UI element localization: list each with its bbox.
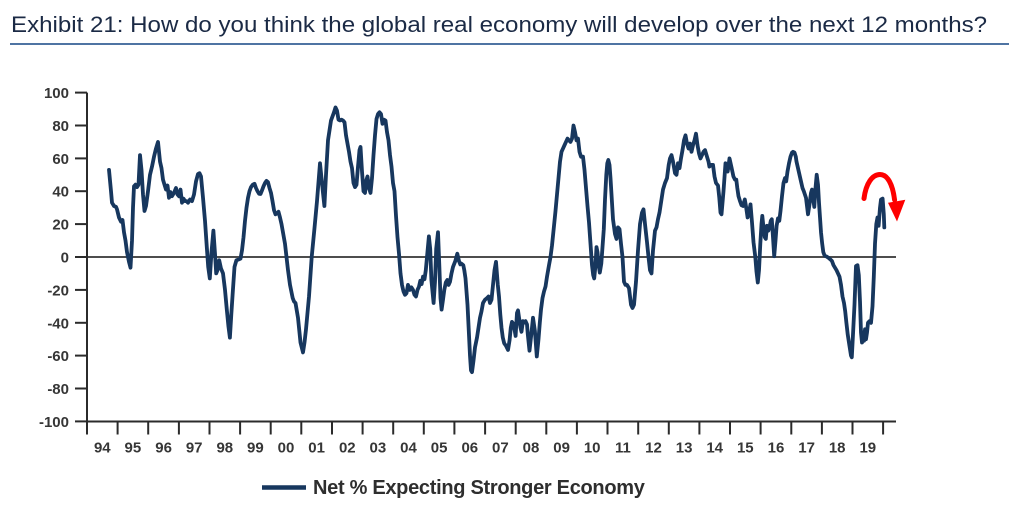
svg-text:94: 94 [94, 440, 111, 457]
svg-text:12: 12 [645, 440, 662, 457]
svg-text:80: 80 [52, 118, 69, 135]
svg-text:-20: -20 [47, 282, 69, 299]
svg-text:18: 18 [829, 440, 846, 457]
svg-text:01: 01 [308, 440, 325, 457]
svg-text:-40: -40 [47, 315, 69, 332]
svg-text:98: 98 [216, 440, 233, 457]
svg-text:Net % Expecting Stronger Econo: Net % Expecting Stronger Economy [313, 477, 646, 499]
svg-text:60: 60 [52, 151, 69, 168]
svg-text:07: 07 [492, 440, 509, 457]
svg-text:-60: -60 [47, 348, 69, 365]
svg-text:16: 16 [768, 440, 785, 457]
svg-text:-100: -100 [39, 414, 69, 431]
svg-text:20: 20 [52, 217, 69, 234]
svg-text:19: 19 [859, 440, 876, 457]
svg-text:100: 100 [44, 85, 69, 102]
svg-text:17: 17 [798, 440, 815, 457]
svg-text:99: 99 [247, 440, 264, 457]
svg-text:15: 15 [737, 440, 754, 457]
svg-text:05: 05 [431, 440, 448, 457]
svg-text:11: 11 [615, 440, 631, 457]
svg-text:04: 04 [400, 440, 417, 457]
svg-text:96: 96 [155, 440, 172, 457]
svg-text:40: 40 [52, 184, 69, 201]
svg-text:10: 10 [584, 440, 601, 457]
svg-text:02: 02 [339, 440, 356, 457]
svg-text:95: 95 [125, 440, 142, 457]
svg-text:97: 97 [186, 440, 203, 457]
svg-text:00: 00 [278, 440, 295, 457]
svg-text:08: 08 [523, 440, 540, 457]
svg-text:0: 0 [61, 250, 69, 267]
svg-text:06: 06 [461, 440, 478, 457]
svg-text:03: 03 [370, 440, 387, 457]
svg-text:-80: -80 [47, 381, 69, 398]
svg-text:09: 09 [553, 440, 570, 457]
svg-text:14: 14 [706, 440, 723, 457]
svg-text:13: 13 [676, 440, 693, 457]
